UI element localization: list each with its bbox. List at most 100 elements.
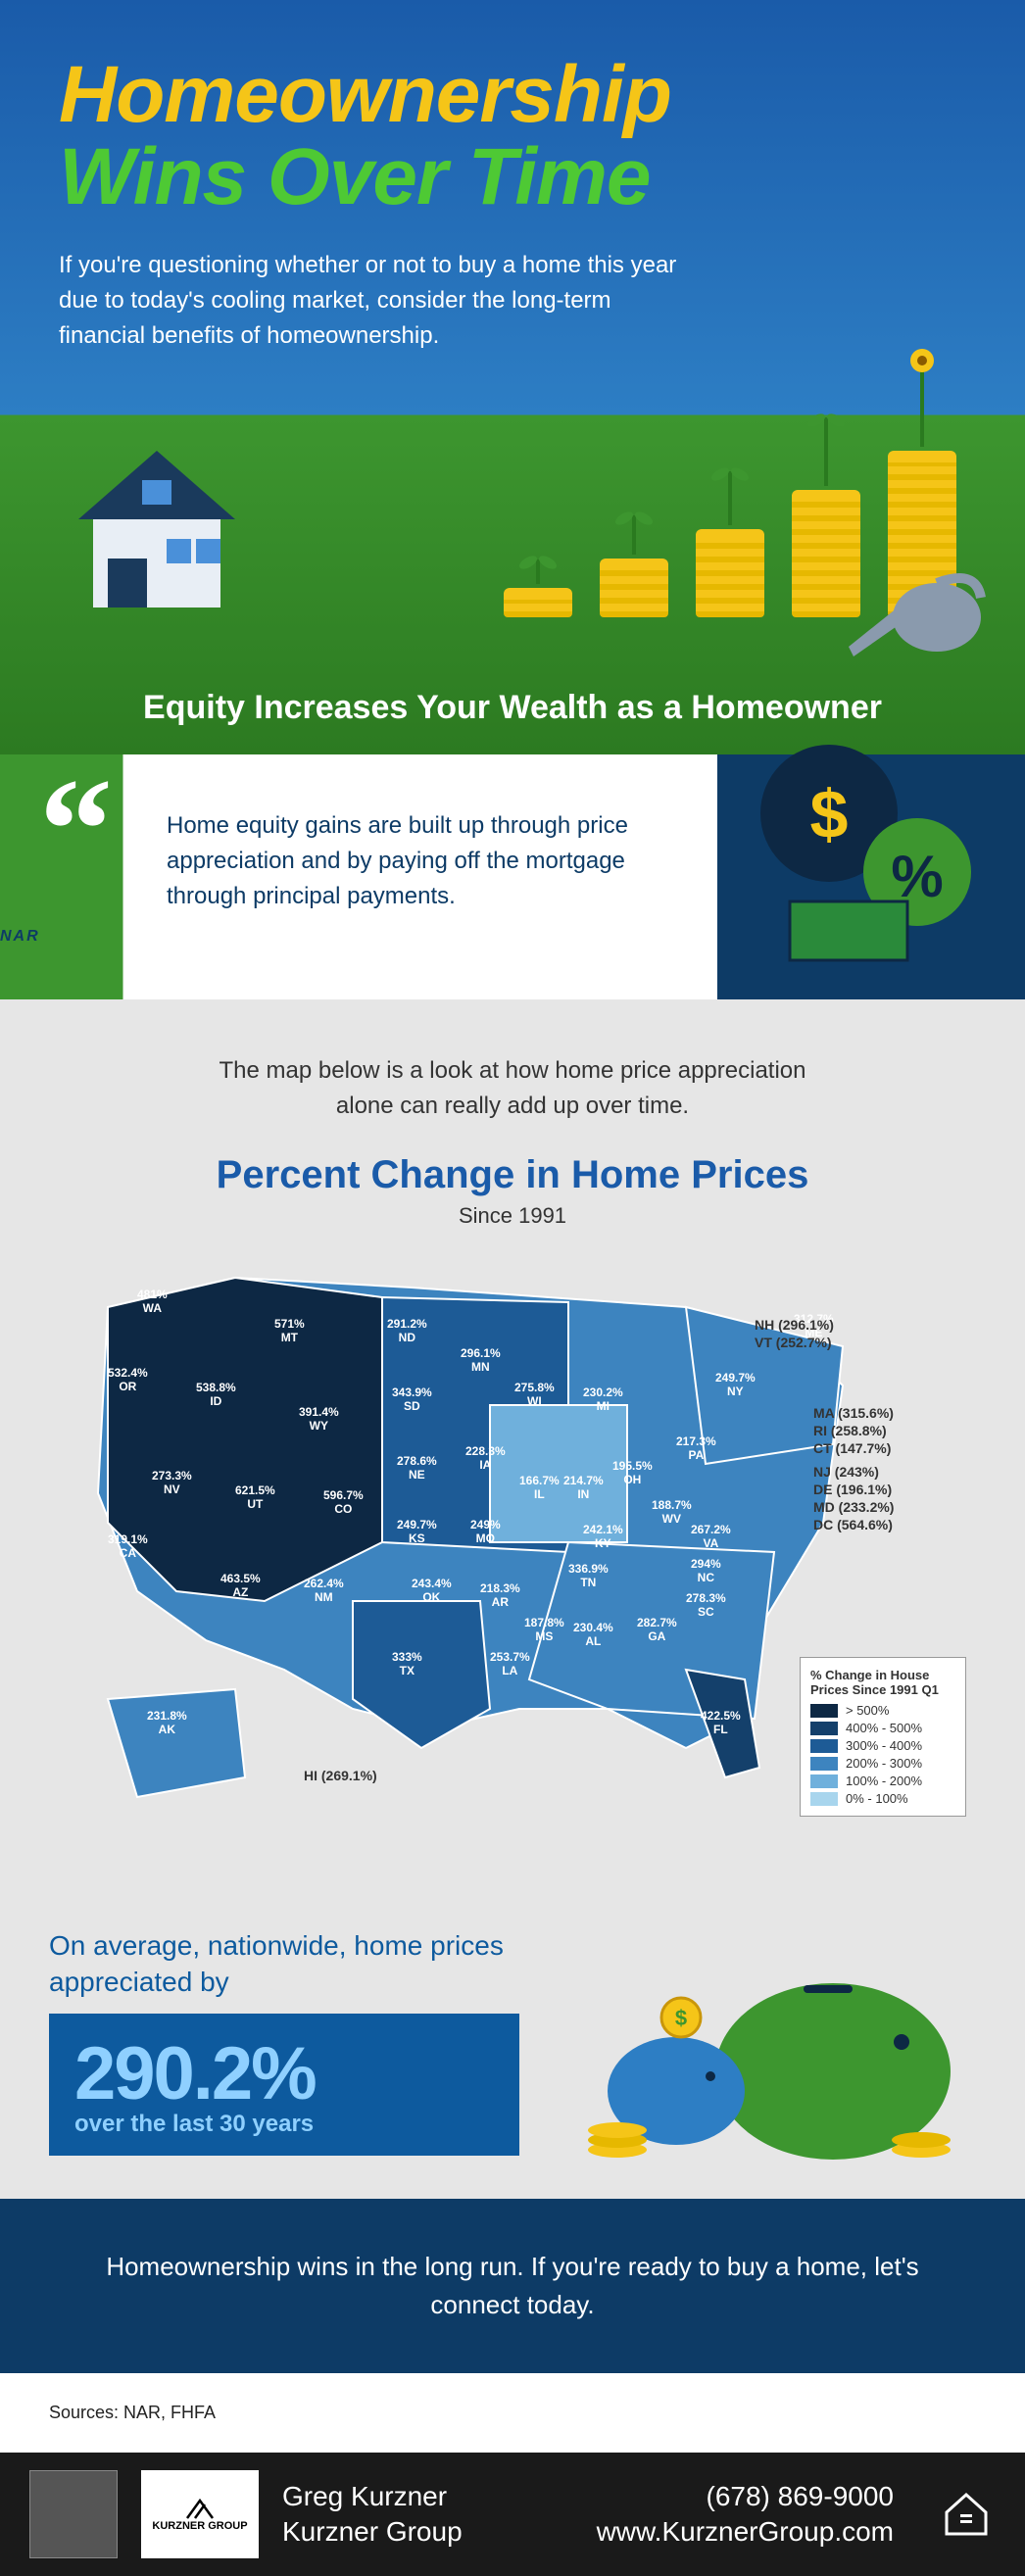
state-label: 532.4%OR (108, 1366, 148, 1394)
state-label: 319.1%CA (108, 1532, 148, 1561)
sprout-icon (513, 545, 562, 584)
coin-stack (600, 501, 668, 617)
state-side-label: CT (147.7%) (813, 1440, 891, 1456)
state-side-label: MD (233.2%) (813, 1499, 894, 1515)
state-label: 336.9%TN (568, 1562, 609, 1590)
map-title: Percent Change in Home Prices (49, 1153, 976, 1197)
legend-label: 400% - 500% (846, 1721, 922, 1735)
sources-text: Sources: NAR, FHFA (0, 2373, 1025, 2453)
state-label: 195.5%OH (612, 1459, 653, 1487)
state-label: 166.7%IL (519, 1474, 560, 1502)
agent-name: Greg Kurzner (282, 2479, 463, 2514)
state-side-label: MA (315.6%) (813, 1405, 894, 1421)
watering-can-icon (839, 559, 996, 676)
sprout-icon (802, 403, 851, 486)
state-label: 278.3%SC (686, 1591, 726, 1620)
svg-text:$: $ (675, 2006, 687, 2030)
state-side-label: DE (196.1%) (813, 1482, 892, 1497)
svg-text:%: % (891, 844, 943, 909)
state-label: 231.8%AK (147, 1709, 187, 1737)
legend-swatch (810, 1757, 838, 1771)
state-label: 230.2%MI (583, 1385, 623, 1414)
state-label: 621.5%UT (235, 1483, 275, 1512)
state-label: 187.8%MS (524, 1616, 564, 1644)
state-label: 391.4%WY (299, 1405, 339, 1434)
state-label: 538.8%ID (196, 1381, 236, 1409)
quote-section: “ Home equity gains are built up through… (0, 754, 1025, 999)
state-label: 278.6%NE (397, 1454, 437, 1482)
legend-label: 200% - 300% (846, 1756, 922, 1771)
company-logo: KURZNER GROUP (141, 2470, 259, 2558)
average-lead: On average, nationwide, home prices appr… (49, 1928, 519, 2000)
legend-swatch (810, 1722, 838, 1735)
legend-row: 300% - 400% (810, 1738, 955, 1753)
money-icon: $ % (721, 725, 976, 980)
website: www.KurznerGroup.com (597, 2514, 894, 2550)
legend-label: > 500% (846, 1703, 889, 1718)
legend-row: 400% - 500% (810, 1721, 955, 1735)
coin-stack (696, 457, 764, 617)
intro-text: If you're questioning whether or not to … (59, 248, 686, 354)
title-line-1: Homeownership (59, 49, 966, 141)
state-label: 253.7%LA (490, 1650, 530, 1678)
state-side-label: DC (564.6%) (813, 1517, 893, 1532)
infographic-page: Homeownership Wins Over Time If you're q… (0, 0, 1025, 2576)
coins-icon (696, 529, 764, 617)
legend-label: 0% - 100% (846, 1791, 908, 1806)
cta-section: Homeownership wins in the long run. If y… (0, 2199, 1025, 2373)
average-highlight: 290.2% over the last 30 years (49, 2014, 519, 2156)
state-label: 218.3%AR (480, 1581, 520, 1610)
legend-swatch (810, 1792, 838, 1806)
average-sub: over the last 30 years (74, 2111, 494, 2138)
quote-source: NAR (0, 928, 676, 946)
title-line-2: Wins Over Time (59, 131, 966, 223)
state-label: 249%MO (470, 1518, 501, 1546)
flower-icon (898, 349, 947, 447)
state-label: 230.4%AL (573, 1621, 613, 1649)
legend-label: 100% - 200% (846, 1774, 922, 1788)
state-label: 262.4%NM (304, 1577, 344, 1605)
state-label: 242.1%KY (583, 1523, 623, 1551)
legend-row: > 500% (810, 1703, 955, 1718)
state-label: 273.3%NV (152, 1469, 192, 1497)
contact-info: (678) 869-9000 www.KurznerGroup.com (597, 2479, 894, 2551)
coins-icon (600, 559, 668, 617)
state-label: 463.5%AZ (220, 1572, 261, 1600)
equity-heading: Equity Increases Your Wealth as a Homeow… (0, 689, 1025, 727)
piggy-bank-art: $ (559, 1915, 976, 2169)
legend-swatch (810, 1704, 838, 1718)
state-side-label: RI (258.8%) (813, 1423, 887, 1438)
legend-title: % Change in House Prices Since 1991 Q1 (810, 1668, 955, 1697)
state-label: 267.2%VA (691, 1523, 731, 1551)
footer: KURZNER GROUP Greg Kurzner Kurzner Group… (0, 2453, 1025, 2576)
quote-marks-icon: “ (39, 794, 113, 867)
state-side-label: NJ (243%) (813, 1464, 879, 1480)
phone: (678) 869-9000 (597, 2479, 894, 2514)
legend-row: 100% - 200% (810, 1774, 955, 1788)
state-label: 243.4%OK (412, 1577, 452, 1605)
state-label: 296.1%MN (461, 1346, 501, 1375)
agent-company: Kurzner Group (282, 2514, 463, 2550)
state-label: 481%WA (137, 1288, 168, 1316)
quote-text: Home equity gains are built up through p… (167, 808, 676, 914)
hero-section: Homeownership Wins Over Time If you're q… (0, 0, 1025, 754)
state-side-label: NH (296.1%) (755, 1317, 834, 1333)
legend-row: 0% - 100% (810, 1791, 955, 1806)
map-subtitle: Since 1991 (49, 1203, 976, 1229)
legend-swatch (810, 1739, 838, 1753)
state-label: 343.9%SD (392, 1385, 432, 1414)
coins-icon (504, 588, 572, 617)
us-map: % Change in House Prices Since 1991 Q1 >… (49, 1248, 976, 1875)
house-icon (59, 441, 255, 617)
state-label: 596.7%CO (323, 1488, 364, 1517)
map-intro: The map below is a look at how home pric… (189, 1053, 836, 1124)
state-label: 214.7%IN (563, 1474, 604, 1502)
hero-illustration (0, 363, 1025, 656)
svg-text:$: $ (810, 776, 849, 852)
legend-label: 300% - 400% (846, 1738, 922, 1753)
average-row: On average, nationwide, home prices appr… (49, 1915, 976, 2169)
state-label: 333%TX (392, 1650, 422, 1678)
map-section: The map below is a look at how home pric… (0, 999, 1025, 2199)
sprout-icon (610, 501, 659, 555)
agent-avatar (29, 2470, 118, 2558)
